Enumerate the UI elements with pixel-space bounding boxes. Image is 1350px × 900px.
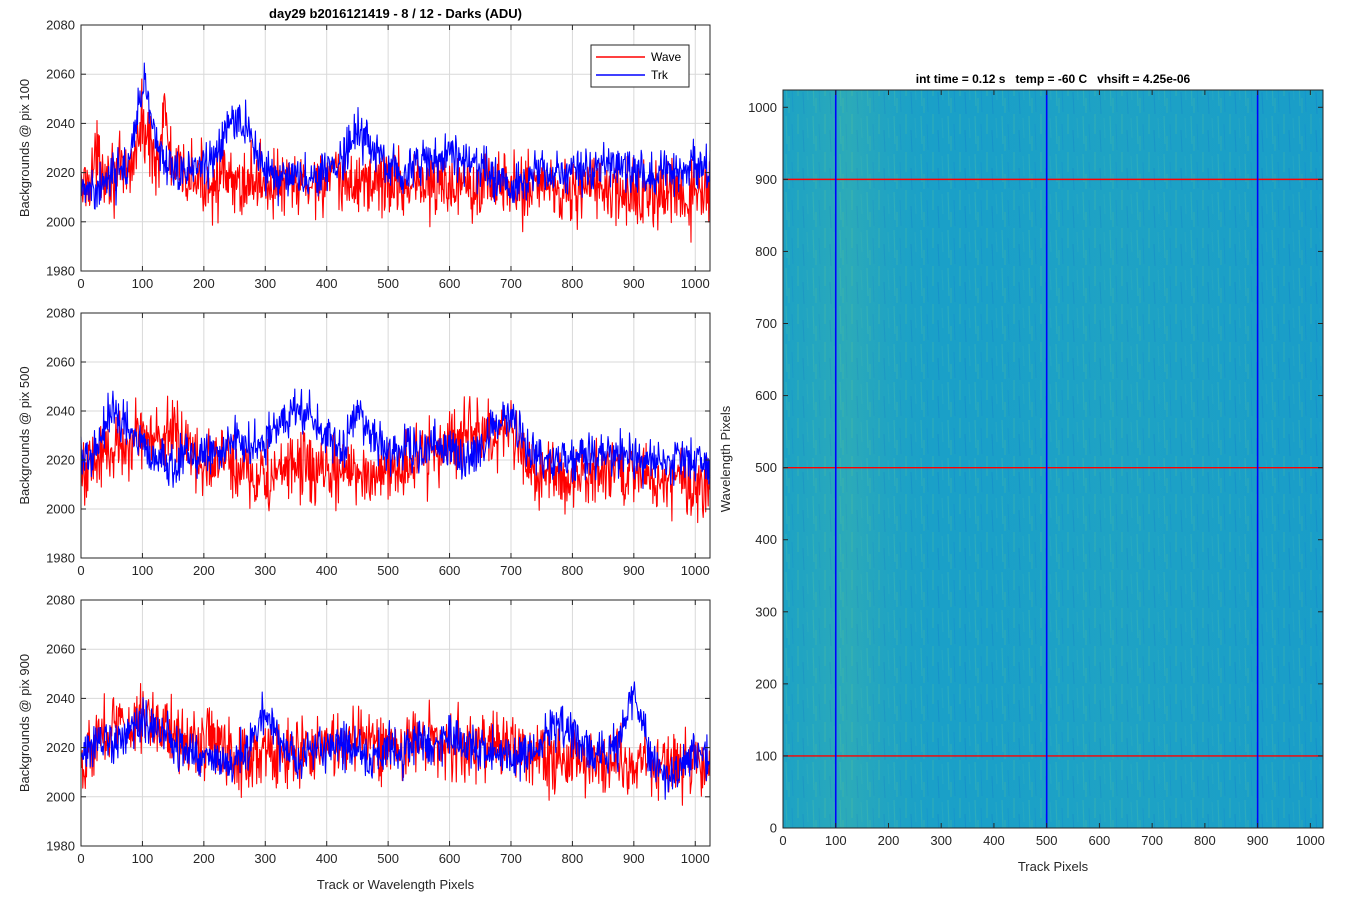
x-tick-label: 300 — [254, 851, 276, 866]
y-tick-label: 1980 — [46, 551, 75, 566]
x-tick-label: 600 — [439, 276, 461, 291]
x-tick-label: 100 — [132, 851, 154, 866]
x-tick-label: 1000 — [681, 276, 710, 291]
y-tick-label: 2060 — [46, 642, 75, 657]
x-tick-label: 500 — [377, 276, 399, 291]
x-tick-label: 100 — [132, 276, 154, 291]
y-tick-label: 500 — [755, 460, 777, 475]
series-line-wave — [80, 395, 711, 524]
y-tick-label: 1980 — [46, 264, 75, 279]
series-line-trk — [80, 388, 711, 490]
y-tick-label: 1000 — [748, 100, 777, 115]
line-chart-pix-900: 0 100 200 300 400 500 600 700 800 900 1000 1980 2000… — [17, 593, 711, 892]
x-tick-label: 100 — [132, 563, 154, 578]
y-tick-label: 2020 — [46, 165, 75, 180]
x-tick-label: 500 — [377, 563, 399, 578]
y-tick-label: 600 — [755, 388, 777, 403]
y-tick-label: 2000 — [46, 502, 75, 517]
y-tick-label: 1980 — [46, 839, 75, 854]
y-tick-label: 2000 — [46, 214, 75, 229]
x-tick-label: 500 — [1036, 833, 1058, 848]
x-tick-label: 200 — [193, 851, 215, 866]
heatmap-x-axis-label: Track Pixels — [1018, 859, 1089, 874]
x-tick-label: 0 — [779, 833, 786, 848]
heatmap-shading — [783, 90, 1323, 828]
y-axis-label-pix-500: Backgrounds @ pix 500 — [17, 366, 32, 504]
series-line-trk — [80, 681, 711, 800]
x-tick-label: 600 — [1089, 833, 1111, 848]
x-tick-label: 1000 — [681, 851, 710, 866]
x-tick-label: 700 — [1141, 833, 1163, 848]
x-tick-label: 1000 — [681, 563, 710, 578]
legend-box — [590, 44, 690, 88]
heatmap-chart: 0 100 200 300 400 500 600 700 800 900 1000 0 100 200 3… — [718, 72, 1325, 874]
x-tick-label: 800 — [562, 851, 584, 866]
y-tick-label: 200 — [755, 676, 777, 691]
x-tick-label: 0 — [77, 851, 84, 866]
x-tick-label: 400 — [316, 276, 338, 291]
y-axis-label-pix-900: Backgrounds @ pix 900 — [17, 654, 32, 792]
figure-title: day29 b2016121419 - 8 / 12 - Darks (ADU) — [269, 6, 522, 21]
line-chart-pix-500: 0 100 200 300 400 500 600 700 800 900 1000 1980 2000… — [17, 306, 711, 578]
y-tick-label: 2080 — [46, 593, 75, 608]
x-tick-label: 500 — [377, 851, 399, 866]
x-tick-label: 600 — [439, 563, 461, 578]
x-tick-label: 700 — [500, 276, 522, 291]
x-tick-label: 0 — [77, 563, 84, 578]
x-tick-label: 200 — [878, 833, 900, 848]
series-line-wave — [80, 78, 711, 243]
legend-wave-label: Wave — [651, 50, 682, 64]
y-tick-label: 2040 — [46, 404, 75, 419]
legend-trk-label: Trk — [651, 68, 669, 82]
y-tick-label: 2080 — [46, 306, 75, 321]
y-tick-label: 400 — [755, 532, 777, 547]
y-tick-label: 2060 — [46, 67, 75, 82]
x-tick-label: 400 — [983, 833, 1005, 848]
x-tick-label: 800 — [1194, 833, 1216, 848]
y-tick-label: 100 — [755, 748, 777, 763]
y-tick-label: 2040 — [46, 116, 75, 131]
y-axis-label-pix-100: Backgrounds @ pix 100 — [17, 79, 32, 217]
x-tick-label: 800 — [562, 276, 584, 291]
y-tick-label: 2000 — [46, 789, 75, 804]
x-tick-label: 700 — [500, 851, 522, 866]
x-tick-label: 300 — [254, 563, 276, 578]
heatmap-title: int time = 0.12 s temp = -60 C vhsift = … — [916, 72, 1191, 86]
series-line-trk — [80, 62, 711, 210]
x-tick-label: 0 — [77, 276, 84, 291]
line-chart-pix-100: 0 100 200 300 400 500 600 700 800 900 1000 1980 2000… — [17, 6, 711, 291]
y-tick-label: 900 — [755, 172, 777, 187]
y-tick-label: 2020 — [46, 453, 75, 468]
legend: Wave Trk — [590, 44, 690, 88]
x-tick-label: 300 — [930, 833, 952, 848]
x-tick-label: 300 — [254, 276, 276, 291]
x-tick-label: 800 — [562, 563, 584, 578]
y-tick-label: 300 — [755, 604, 777, 619]
x-tick-label: 200 — [193, 563, 215, 578]
heatmap-y-axis-label: Wavelength Pixels — [718, 405, 733, 512]
y-tick-label: 700 — [755, 316, 777, 331]
x-tick-label: 900 — [623, 563, 645, 578]
x-tick-label: 1000 — [1296, 833, 1325, 848]
y-tick-label: 2080 — [46, 18, 75, 33]
y-tick-label: 2020 — [46, 740, 75, 755]
x-tick-label: 900 — [1247, 833, 1269, 848]
x-tick-label: 900 — [623, 851, 645, 866]
x-tick-label: 100 — [825, 833, 847, 848]
x-tick-label: 900 — [623, 276, 645, 291]
y-tick-label: 2040 — [46, 691, 75, 706]
y-tick-label: 800 — [755, 244, 777, 259]
x-tick-label: 200 — [193, 276, 215, 291]
x-axis-label: Track or Wavelength Pixels — [317, 877, 475, 892]
x-tick-label: 700 — [500, 563, 522, 578]
y-tick-label: 2060 — [46, 355, 75, 370]
y-tick-label: 0 — [770, 821, 777, 836]
x-tick-label: 600 — [439, 851, 461, 866]
x-tick-label: 400 — [316, 851, 338, 866]
x-tick-label: 400 — [316, 563, 338, 578]
